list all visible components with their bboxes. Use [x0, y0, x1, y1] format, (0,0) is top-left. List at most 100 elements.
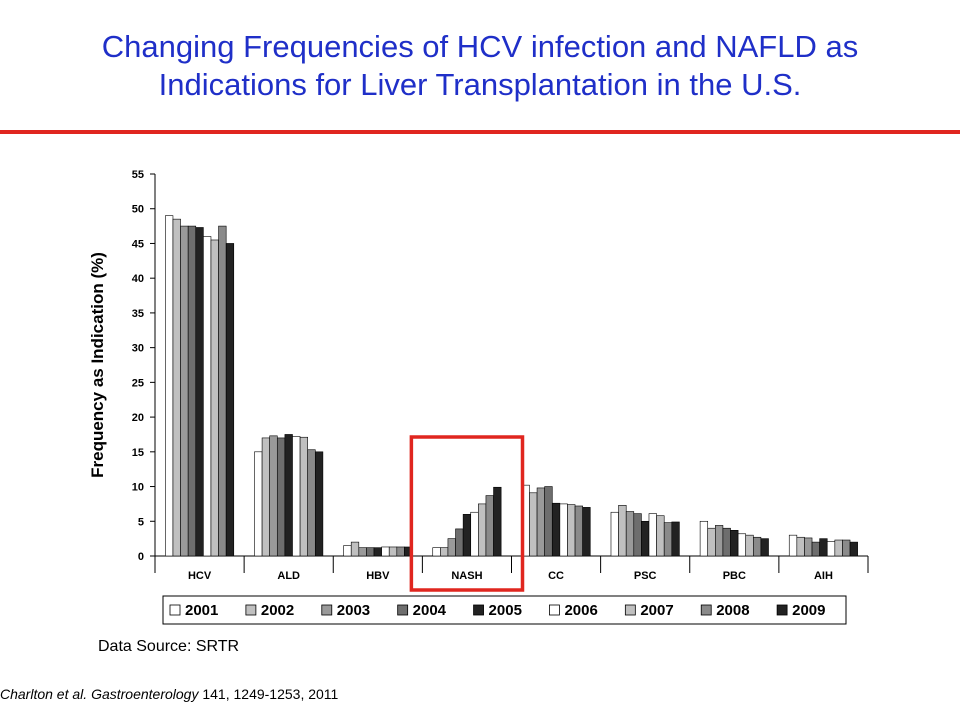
bar-psc-2002 — [618, 504, 627, 557]
bar-pbc-2002 — [707, 527, 716, 557]
legend-swatch-2003 — [321, 604, 333, 616]
legend-swatch-2005 — [473, 604, 484, 616]
bar-aih-2008 — [842, 539, 851, 557]
x-tick-label: AIH — [814, 570, 833, 582]
slide-title-line-1: Changing Frequencies of HCV infection an… — [101, 29, 859, 64]
nash-highlight-box — [409, 435, 525, 592]
legend-label-2006: 2006 — [564, 602, 597, 619]
bar-pbc-2004 — [722, 527, 731, 557]
bar-pbc-2001 — [699, 520, 709, 557]
title-divider — [0, 130, 960, 134]
bar-pbc-2003 — [715, 525, 724, 557]
bar-aih-2009 — [849, 541, 858, 557]
bar-aih-2005 — [819, 538, 828, 557]
legend-label-2004: 2004 — [413, 602, 447, 619]
bar-cc-2007 — [567, 504, 576, 557]
bar-hcv-2008 — [218, 225, 227, 557]
bar-nash-2004 — [455, 528, 464, 557]
bar-aih-2006 — [826, 541, 836, 557]
y-axis-label: Frequency as Indication (%) — [88, 252, 107, 478]
bar-aih-2007 — [834, 539, 843, 557]
legend-label-2007: 2007 — [640, 602, 673, 619]
x-tick-label: HCV — [188, 570, 212, 582]
bar-cc-2003 — [536, 487, 545, 557]
bar-hbv-2004 — [366, 547, 375, 557]
bar-psc-2007 — [656, 515, 665, 557]
bar-aih-2003 — [804, 537, 813, 557]
bar-psc-2001 — [610, 511, 619, 557]
y-tick-label: 10 — [132, 482, 144, 494]
bar-hbv-2003 — [358, 547, 367, 557]
bar-psc-2008 — [663, 522, 673, 557]
legend-label-2003: 2003 — [337, 602, 370, 619]
bar-hcv-2006 — [203, 236, 212, 557]
bar-cc-2006 — [559, 503, 568, 557]
legend-swatch-2009 — [776, 604, 788, 616]
y-tick-label: 35 — [132, 308, 144, 320]
bar-nash-2002 — [440, 547, 449, 557]
citation-authors: Charlton et al. — [0, 686, 88, 702]
bar-psc-2006 — [648, 513, 657, 557]
legend-swatch-2007 — [624, 604, 636, 616]
legend-label-2009: 2009 — [792, 602, 825, 619]
legend-label-2001: 2001 — [185, 602, 218, 619]
bar-ald-2004 — [276, 437, 286, 557]
bar-ald-2001 — [254, 451, 263, 557]
bar-aih-2004 — [811, 541, 820, 557]
bar-ald-2007 — [299, 436, 308, 557]
bar-nash-2001 — [432, 547, 441, 557]
bar-ald-2005 — [284, 434, 293, 557]
x-tick-label: CC — [548, 570, 564, 582]
bar-hcv-2004 — [187, 225, 197, 557]
y-tick-label: 0 — [138, 551, 144, 563]
bar-nash-2005 — [462, 514, 472, 557]
legend-box — [162, 595, 847, 625]
x-tick-label: ALD — [277, 570, 300, 582]
x-tick-label: PBC — [723, 570, 746, 582]
y-tick-label: 20 — [132, 412, 144, 424]
y-tick-label: 30 — [132, 343, 144, 355]
x-tick-label: HBV — [366, 570, 390, 582]
legend-swatch-2008 — [700, 604, 712, 616]
bar-hbv-2001 — [343, 545, 352, 557]
bar-psc-2009 — [671, 521, 680, 557]
bar-hcv-2001 — [165, 215, 174, 557]
bar-nash-2006 — [470, 511, 479, 557]
bar-nash-2007 — [478, 503, 487, 557]
bar-psc-2003 — [625, 511, 635, 557]
bar-aih-2001 — [788, 534, 798, 557]
bar-ald-2002 — [261, 437, 270, 557]
legend-label-2005: 2005 — [489, 602, 522, 619]
slide-title: Changing Frequencies of HCV infection an… — [0, 28, 960, 104]
bar-hbv-2002 — [350, 541, 360, 557]
y-tick-label: 25 — [132, 377, 144, 389]
y-tick-label: 5 — [138, 516, 144, 528]
bar-nash-2009 — [493, 486, 502, 557]
bar-psc-2004 — [633, 513, 642, 557]
bar-hcv-2003 — [180, 225, 189, 557]
citation-journal: Gastroenterology — [91, 686, 199, 702]
bar-hcv-2005 — [195, 227, 204, 557]
bar-ald-2009 — [314, 451, 324, 557]
bar-hbv-2006 — [381, 546, 390, 557]
citation-details: 141, 1249-1253, 2011 — [202, 686, 339, 702]
bar-hbv-2005 — [373, 547, 382, 557]
legend-swatch-2001 — [169, 604, 181, 616]
bar-cc-2004 — [544, 486, 553, 557]
bar-pbc-2005 — [730, 530, 739, 557]
bar-cc-2008 — [574, 505, 583, 557]
data-source-note: Data Source: SRTR — [98, 638, 240, 655]
x-tick-label: NASH — [451, 570, 482, 582]
bar-aih-2002 — [796, 536, 805, 557]
bar-pbc-2006 — [737, 533, 747, 557]
bar-cc-2009 — [582, 507, 591, 557]
bar-pbc-2007 — [745, 534, 754, 557]
legend-swatch-2002 — [245, 604, 257, 616]
bar-nash-2008 — [485, 495, 494, 557]
legend-swatch-2006 — [549, 604, 560, 616]
bar-ald-2006 — [292, 436, 301, 557]
legend-label-2002: 2002 — [261, 602, 294, 619]
bar-hbv-2007 — [388, 546, 398, 557]
y-tick-label: 55 — [132, 169, 144, 181]
